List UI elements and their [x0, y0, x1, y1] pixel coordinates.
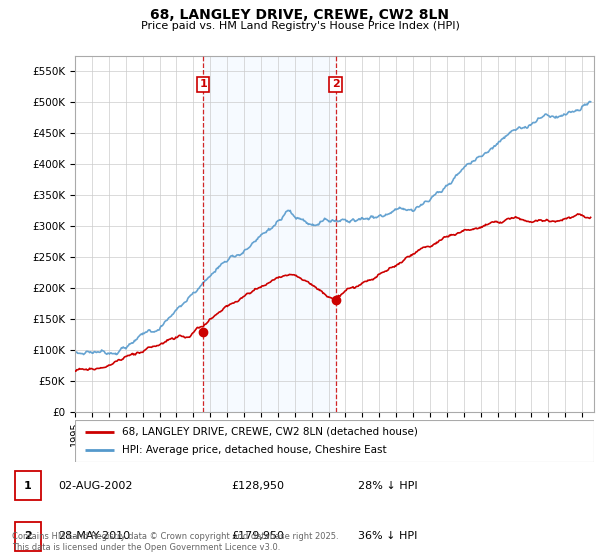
Text: 28% ↓ HPI: 28% ↓ HPI [358, 481, 417, 491]
Text: Price paid vs. HM Land Registry's House Price Index (HPI): Price paid vs. HM Land Registry's House … [140, 21, 460, 31]
Text: Contains HM Land Registry data © Crown copyright and database right 2025.
This d: Contains HM Land Registry data © Crown c… [12, 532, 338, 552]
Text: 28-MAY-2010: 28-MAY-2010 [58, 531, 130, 541]
Text: 02-AUG-2002: 02-AUG-2002 [58, 481, 133, 491]
Bar [15, 522, 41, 551]
Bar [203, 56, 335, 412]
Text: 1: 1 [199, 80, 207, 90]
Text: 2: 2 [24, 531, 32, 541]
Text: £128,950: £128,950 [231, 481, 284, 491]
Bar [15, 472, 41, 501]
Text: 68, LANGLEY DRIVE, CREWE, CW2 8LN (detached house): 68, LANGLEY DRIVE, CREWE, CW2 8LN (detac… [122, 427, 418, 437]
Text: 68, LANGLEY DRIVE, CREWE, CW2 8LN: 68, LANGLEY DRIVE, CREWE, CW2 8LN [151, 8, 449, 22]
Text: 2: 2 [332, 80, 340, 90]
Text: 1: 1 [24, 481, 32, 491]
Text: HPI: Average price, detached house, Cheshire East: HPI: Average price, detached house, Ches… [122, 445, 386, 455]
Text: £179,950: £179,950 [231, 531, 284, 541]
Text: 36% ↓ HPI: 36% ↓ HPI [358, 531, 417, 541]
